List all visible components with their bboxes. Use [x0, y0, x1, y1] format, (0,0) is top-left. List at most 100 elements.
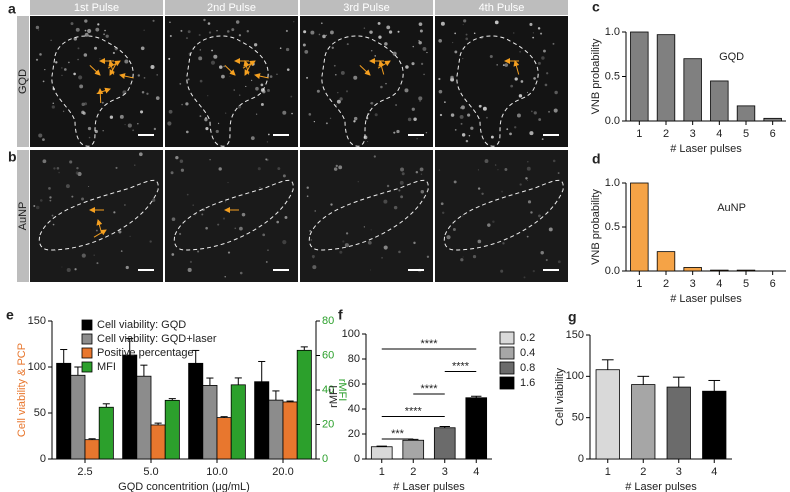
fluorescent-spot	[42, 159, 47, 164]
fluorescent-spot	[134, 164, 136, 166]
cell-outline	[51, 35, 134, 147]
x-tick-label: 1	[379, 466, 385, 478]
fluorescent-spot	[546, 72, 549, 75]
fluorescent-spot	[405, 65, 409, 69]
fluorescent-spot	[302, 43, 306, 47]
fluorescent-spot	[339, 97, 343, 101]
fluorescent-spot	[95, 229, 98, 232]
fluorescent-spot	[398, 250, 401, 254]
fluorescent-spot	[365, 117, 369, 120]
fluorescent-spot	[440, 21, 445, 26]
fluorescent-spot	[374, 113, 378, 117]
fluorescent-spot	[250, 79, 253, 82]
x-tick-label: 2	[640, 466, 646, 478]
x-tick-label: 2	[663, 278, 669, 290]
fluorescent-spot	[224, 276, 226, 278]
fluorescent-spot	[396, 129, 400, 134]
fluorescent-spot	[233, 89, 236, 91]
arrow	[89, 65, 101, 76]
fluorescent-spot	[477, 169, 480, 171]
fluorescent-spot	[339, 250, 343, 254]
fluorescent-spot	[49, 196, 52, 199]
fluorescent-spot	[246, 30, 250, 33]
fluorescent-spot	[494, 20, 499, 25]
fluorescent-spot	[393, 205, 398, 210]
fluorescent-spot	[494, 164, 497, 166]
y-tick-label: 0	[354, 453, 360, 465]
fluorescent-spot	[467, 113, 471, 117]
x-tick-label: 5.0	[143, 466, 158, 478]
fluorescent-spot	[211, 49, 213, 52]
fluorescent-spot	[205, 226, 208, 230]
fluorescent-spot	[363, 226, 366, 228]
fluorescent-spot	[438, 77, 441, 81]
fluorescent-spot	[470, 126, 474, 130]
fluorescent-spot	[266, 141, 269, 143]
arrow	[96, 87, 111, 94]
fluorescent-spot	[342, 240, 345, 243]
fluorescent-spot	[53, 167, 56, 170]
arrow	[119, 73, 134, 80]
bar	[631, 384, 656, 460]
fluorescent-spot	[514, 126, 517, 129]
fluorescent-spot	[370, 49, 373, 52]
fluorescent-spot	[309, 229, 312, 232]
fluorescent-spot	[179, 232, 182, 235]
y-tick-label: 150	[28, 315, 46, 327]
x-tick-label: 3	[690, 128, 696, 140]
fluorescent-spot	[156, 73, 159, 76]
bar	[164, 399, 180, 460]
fluorescent-spot	[225, 112, 227, 114]
fluorescent-spot	[548, 227, 553, 232]
fluorescent-spot	[198, 56, 203, 61]
bar	[710, 269, 729, 272]
fluorescent-spot	[504, 63, 509, 67]
fluorescent-spot	[170, 171, 174, 175]
bar	[188, 362, 204, 460]
microscopy-panels: 1st Pulse 2nd Pulse 3rd Pulse 4th Pulse GQD a…	[8, 0, 568, 282]
fluorescent-spot	[541, 56, 545, 60]
y2-tick-label: 80	[322, 315, 334, 327]
y-tick-label: 50	[34, 407, 46, 419]
fluorescent-spot	[462, 57, 464, 60]
fluorescent-spot	[269, 75, 273, 78]
column-header-bg	[30, 0, 163, 15]
fluorescent-spot	[52, 102, 55, 105]
fluorescent-spot	[150, 65, 155, 70]
fluorescent-spot	[440, 202, 444, 206]
fluorescent-spot	[213, 54, 218, 59]
column-header-bg	[300, 0, 433, 15]
fluorescent-spot	[420, 173, 423, 175]
fluorescent-spot	[502, 242, 505, 245]
fluorescent-spot	[239, 271, 243, 275]
fluorescent-spot	[520, 80, 524, 83]
fluorescent-spot	[250, 136, 255, 141]
fluorescent-spot	[353, 116, 358, 121]
fluorescent-spot	[267, 89, 270, 92]
fluorescent-spot	[303, 30, 307, 34]
fluorescent-spot	[308, 113, 312, 116]
fluorescent-spot	[217, 122, 220, 125]
fluorescent-spot	[543, 49, 546, 53]
cell-outline	[443, 179, 564, 251]
fluorescent-spot	[167, 121, 172, 126]
fluorescent-spot	[104, 29, 106, 32]
fluorescent-spot	[113, 211, 116, 214]
fluorescent-spot	[460, 107, 462, 109]
fluorescent-spot	[276, 220, 280, 224]
fluorescent-spot	[140, 46, 145, 51]
fluorescent-spot	[39, 53, 42, 56]
fluorescent-spot	[255, 86, 259, 91]
fluorescent-spot	[175, 155, 179, 160]
significance-label: ****	[420, 383, 438, 395]
fluorescent-spot	[335, 164, 338, 168]
fluorescent-spot	[152, 198, 156, 202]
fluorescent-spot	[538, 118, 542, 121]
cell-outline	[321, 35, 404, 147]
micrograph	[165, 16, 298, 147]
fluorescent-spot	[52, 223, 55, 226]
fluorescent-spot	[38, 133, 43, 138]
fluorescent-spot	[426, 51, 428, 54]
fluorescent-spot	[282, 110, 287, 115]
fluorescent-spot	[81, 253, 86, 258]
